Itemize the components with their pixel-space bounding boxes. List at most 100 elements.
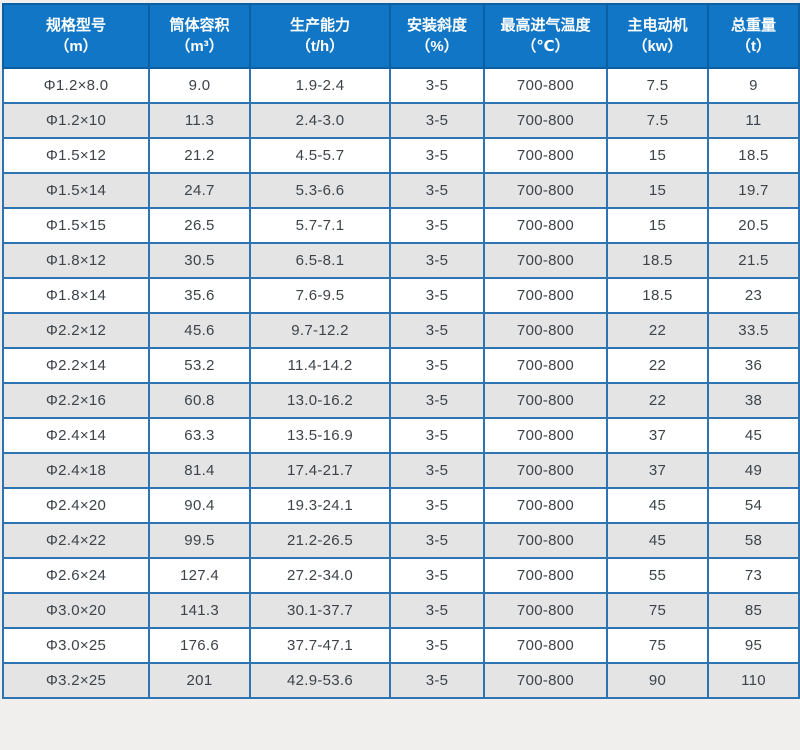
column-header-4: 安装斜度 （%） (389, 3, 485, 69)
table-cell: 33.5 (707, 312, 800, 349)
column-title: 规格型号 (45, 17, 106, 34)
column-title: 筒体容积 (169, 17, 230, 34)
table-cell: 45 (606, 522, 709, 559)
table-row: Φ2.2×14 53.2 11.4-14.2 3-5 700-800 22 36 (2, 347, 800, 384)
model-cell: Φ2.6×24 (2, 557, 150, 594)
column-title: 生产能力 (289, 17, 350, 34)
spec-table: 规格型号 （m） 筒体容积 （m³） 生产能力 （t/h） 安装斜度 （%） 最高进气温度 （℃）… (2, 3, 800, 699)
model-cell: Φ3.0×20 (2, 592, 150, 629)
model-cell: Φ1.2×8.0 (2, 67, 150, 104)
table-cell: 18.5 (707, 137, 800, 174)
table-cell: 7.6-9.5 (249, 277, 391, 314)
table-cell: 700-800 (483, 592, 608, 629)
table-cell: 55 (606, 557, 709, 594)
table-cell: 3-5 (389, 417, 485, 454)
table-cell: 63.3 (148, 417, 251, 454)
table-cell: 13.0-16.2 (249, 382, 391, 419)
table-cell: 176.6 (148, 627, 251, 664)
table-cell: 3-5 (389, 382, 485, 419)
table-cell: 9 (707, 67, 800, 104)
table-cell: 85 (707, 592, 800, 629)
model-cell: Φ1.8×12 (2, 242, 150, 279)
table-cell: 49 (707, 452, 800, 489)
column-unit: （℃） (521, 38, 570, 55)
table-cell: 18.5 (606, 242, 709, 279)
table-cell: 15 (606, 137, 709, 174)
table-cell: 26.5 (148, 207, 251, 244)
column-header-7: 总重量 （t） (707, 3, 800, 69)
table-cell: 21.5 (707, 242, 800, 279)
table-cell: 45.6 (148, 312, 251, 349)
table-cell: 700-800 (483, 487, 608, 524)
table-row: Φ1.5×12 21.2 4.5-5.7 3-5 700-800 15 18.5 (2, 137, 800, 174)
table-cell: 3-5 (389, 592, 485, 629)
model-cell: Φ2.2×12 (2, 312, 150, 349)
table-cell: 53.2 (148, 347, 251, 384)
table-row: Φ1.2×10 11.3 2.4-3.0 3-5 700-800 7.5 11 (2, 102, 800, 139)
table-cell: 23 (707, 277, 800, 314)
table-cell: 3-5 (389, 102, 485, 139)
table-cell: 3-5 (389, 627, 485, 664)
table-cell: 3-5 (389, 662, 485, 699)
table-cell: 54 (707, 487, 800, 524)
table-cell: 24.7 (148, 172, 251, 209)
table-cell: 9.7-12.2 (249, 312, 391, 349)
table-cell: 58 (707, 522, 800, 559)
model-cell: Φ2.4×18 (2, 452, 150, 489)
table-cell: 700-800 (483, 452, 608, 489)
table-row: Φ3.2×25 201 42.9-53.6 3-5 700-800 90 110 (2, 662, 800, 699)
table-row: Φ1.5×15 26.5 5.7-7.1 3-5 700-800 15 20.5 (2, 207, 800, 244)
table-cell: 60.8 (148, 382, 251, 419)
column-unit: （kw） (632, 38, 683, 55)
table-cell: 11.3 (148, 102, 251, 139)
table-cell: 36 (707, 347, 800, 384)
table-row: Φ2.2×12 45.6 9.7-12.2 3-5 700-800 22 33.5 (2, 312, 800, 349)
table-cell: 95 (707, 627, 800, 664)
table-header: 规格型号 （m） 筒体容积 （m³） 生产能力 （t/h） 安装斜度 （%） 最高进气温度 （℃）… (2, 3, 800, 69)
model-cell: Φ1.2×10 (2, 102, 150, 139)
table-cell: 15 (606, 207, 709, 244)
table-cell: 700-800 (483, 242, 608, 279)
table-cell: 20.5 (707, 207, 800, 244)
table-cell: 4.5-5.7 (249, 137, 391, 174)
column-title: 最高进气温度 (500, 17, 591, 34)
table-cell: 201 (148, 662, 251, 699)
table-body: Φ1.2×8.0 9.0 1.9-2.4 3-5 700-800 7.5 9 Φ1.2×10 1… (2, 67, 800, 699)
table-cell: 30.5 (148, 242, 251, 279)
table-cell: 38 (707, 382, 800, 419)
table-cell: 700-800 (483, 627, 608, 664)
table-cell: 73 (707, 557, 800, 594)
model-cell: Φ2.4×20 (2, 487, 150, 524)
column-title: 主电动机 (627, 17, 688, 34)
table-cell: 19.3-24.1 (249, 487, 391, 524)
table-cell: 127.4 (148, 557, 251, 594)
table-cell: 700-800 (483, 557, 608, 594)
table-cell: 22 (606, 312, 709, 349)
model-cell: Φ2.2×16 (2, 382, 150, 419)
table-cell: 11 (707, 102, 800, 139)
table-cell: 3-5 (389, 137, 485, 174)
table-cell: 19.7 (707, 172, 800, 209)
table-row: Φ1.8×12 30.5 6.5-8.1 3-5 700-800 18.5 21.5 (2, 242, 800, 279)
column-unit: （m） (54, 38, 98, 55)
table-cell: 90.4 (148, 487, 251, 524)
table-cell: 3-5 (389, 242, 485, 279)
table-cell: 75 (606, 627, 709, 664)
table-cell: 3-5 (389, 522, 485, 559)
table-cell: 90 (606, 662, 709, 699)
table-cell: 9.0 (148, 67, 251, 104)
table-cell: 3-5 (389, 172, 485, 209)
table-cell: 42.9-53.6 (249, 662, 391, 699)
column-header-6: 主电动机 （kw） (606, 3, 709, 69)
table-row: Φ2.4×20 90.4 19.3-24.1 3-5 700-800 45 54 (2, 487, 800, 524)
table-cell: 45 (606, 487, 709, 524)
column-unit: （m³） (175, 38, 224, 55)
table-cell: 3-5 (389, 207, 485, 244)
table-cell: 45 (707, 417, 800, 454)
table-cell: 5.7-7.1 (249, 207, 391, 244)
table-cell: 3-5 (389, 347, 485, 384)
model-cell: Φ2.4×14 (2, 417, 150, 454)
model-cell: Φ1.5×15 (2, 207, 150, 244)
column-title: 安装斜度 (406, 17, 467, 34)
